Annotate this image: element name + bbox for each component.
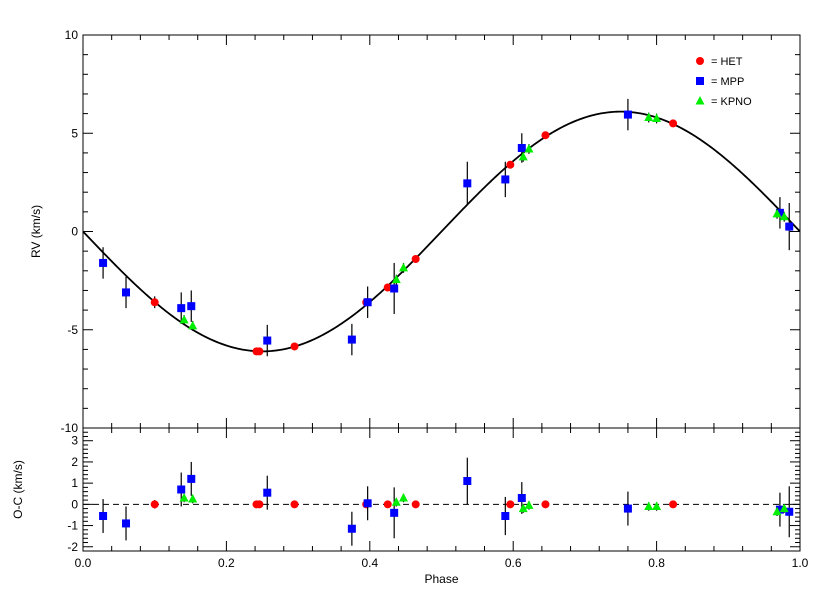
het-point [411,500,420,509]
x-tick-label: 0.0 [75,556,92,570]
kpno-point [772,506,782,516]
mpp-point [390,284,399,293]
kpno-point [779,503,789,513]
rv-y-tick-label: -5 [67,323,78,337]
mpp-point [347,524,356,533]
het-point [506,160,515,169]
kpno-point [644,112,654,122]
mpp-point [363,298,372,307]
kpno-point [772,208,782,218]
residuals-y-tick-label: 2 [71,455,78,469]
residuals-y-tick-label: 3 [71,434,78,448]
het-point [541,131,550,140]
mpp-point [263,488,272,497]
het-point [383,500,392,509]
residual-y-axis-title: O-C (km/s) [11,460,25,519]
het-point [383,283,392,292]
residuals-y-tick-label: 1 [71,476,78,490]
kpno-point [518,151,528,161]
kpno-point [391,274,401,284]
het-point [506,500,515,509]
rv-y-tick-label: 5 [71,126,78,140]
legend-label: = MPP [711,76,744,88]
legend-marker-mpp [696,77,704,85]
kpno-point [524,500,534,509]
kpno-point [652,501,662,510]
mpp-point [122,519,131,528]
het-point [541,500,550,509]
legend-label: = KPNO [711,96,752,108]
het-point [669,500,678,509]
mpp-point [463,477,472,486]
residuals-y-tick-label: -2 [67,540,78,554]
het-point [290,342,299,351]
mpp-point [187,474,196,483]
residuals-y-tick-label: 0 [71,497,78,511]
orbit-model-curve [82,110,801,353]
rv-y-axis-title: RV (km/s) [29,205,43,258]
mpp-point [263,336,272,345]
mpp-point [501,512,510,521]
mpp-point [785,507,794,516]
het-point [150,500,159,509]
kpno-point [524,143,534,153]
kpno-point [188,320,198,330]
mpp-point [347,335,356,344]
kpno-point [652,113,662,123]
x-axis-title: Phase [424,572,458,586]
x-tick-label: 0.6 [505,556,522,570]
kpno-point [391,497,401,506]
x-tick-label: 0.4 [361,556,378,570]
rv-y-tick-label: 0 [71,225,78,239]
residual-panel: 0.0 0.2 0.4 0.6 0.8 1.0 -2 -1 0 1 2 3 [67,427,809,570]
mpp-point [390,508,399,517]
rv-y-tick-label: 10 [65,28,79,42]
mpp-point [501,175,510,184]
legend-marker-kpno [695,96,705,105]
kpno-point [644,501,654,510]
mpp-point [775,208,784,217]
x-tick-label: 0.8 [648,556,665,570]
x-tick-label: 1.0 [792,556,809,570]
legend-marker-het [696,57,704,65]
mpp-point [517,143,526,152]
mpp-point [775,505,784,514]
x-tick-label: 0.2 [218,556,235,570]
rv-panel: -10 -5 0 5 10 [61,28,801,435]
mpp-point [463,179,472,188]
mpp-point [785,222,794,231]
kpno-point [518,503,528,513]
kpno-point [179,492,189,502]
mpp-point [187,302,196,311]
het-point [411,255,420,264]
legend-label: = HET [711,56,743,68]
kpno-point [398,262,408,272]
kpno-point [179,314,189,324]
mpp-point [517,493,526,502]
mpp-point [177,485,186,494]
het-point [255,347,264,356]
legend: = HET = MPP = KPNO [695,56,752,108]
mpp-point [99,258,108,267]
het-point [150,298,159,307]
kpno-point [188,494,198,503]
het-point [255,500,264,509]
het-point [669,119,678,128]
residuals-y-tick-label: -1 [67,519,78,533]
kpno-point [398,492,408,502]
rv-y-tick-label: -10 [61,421,79,435]
kpno-point [779,211,789,221]
mpp-point [99,512,108,521]
mpp-point [623,504,632,513]
mpp-point [623,110,632,119]
mpp-point [177,304,186,313]
mpp-point [122,288,131,297]
residuals-frame [82,427,801,552]
mpp-point [363,499,372,508]
het-point [290,500,299,509]
